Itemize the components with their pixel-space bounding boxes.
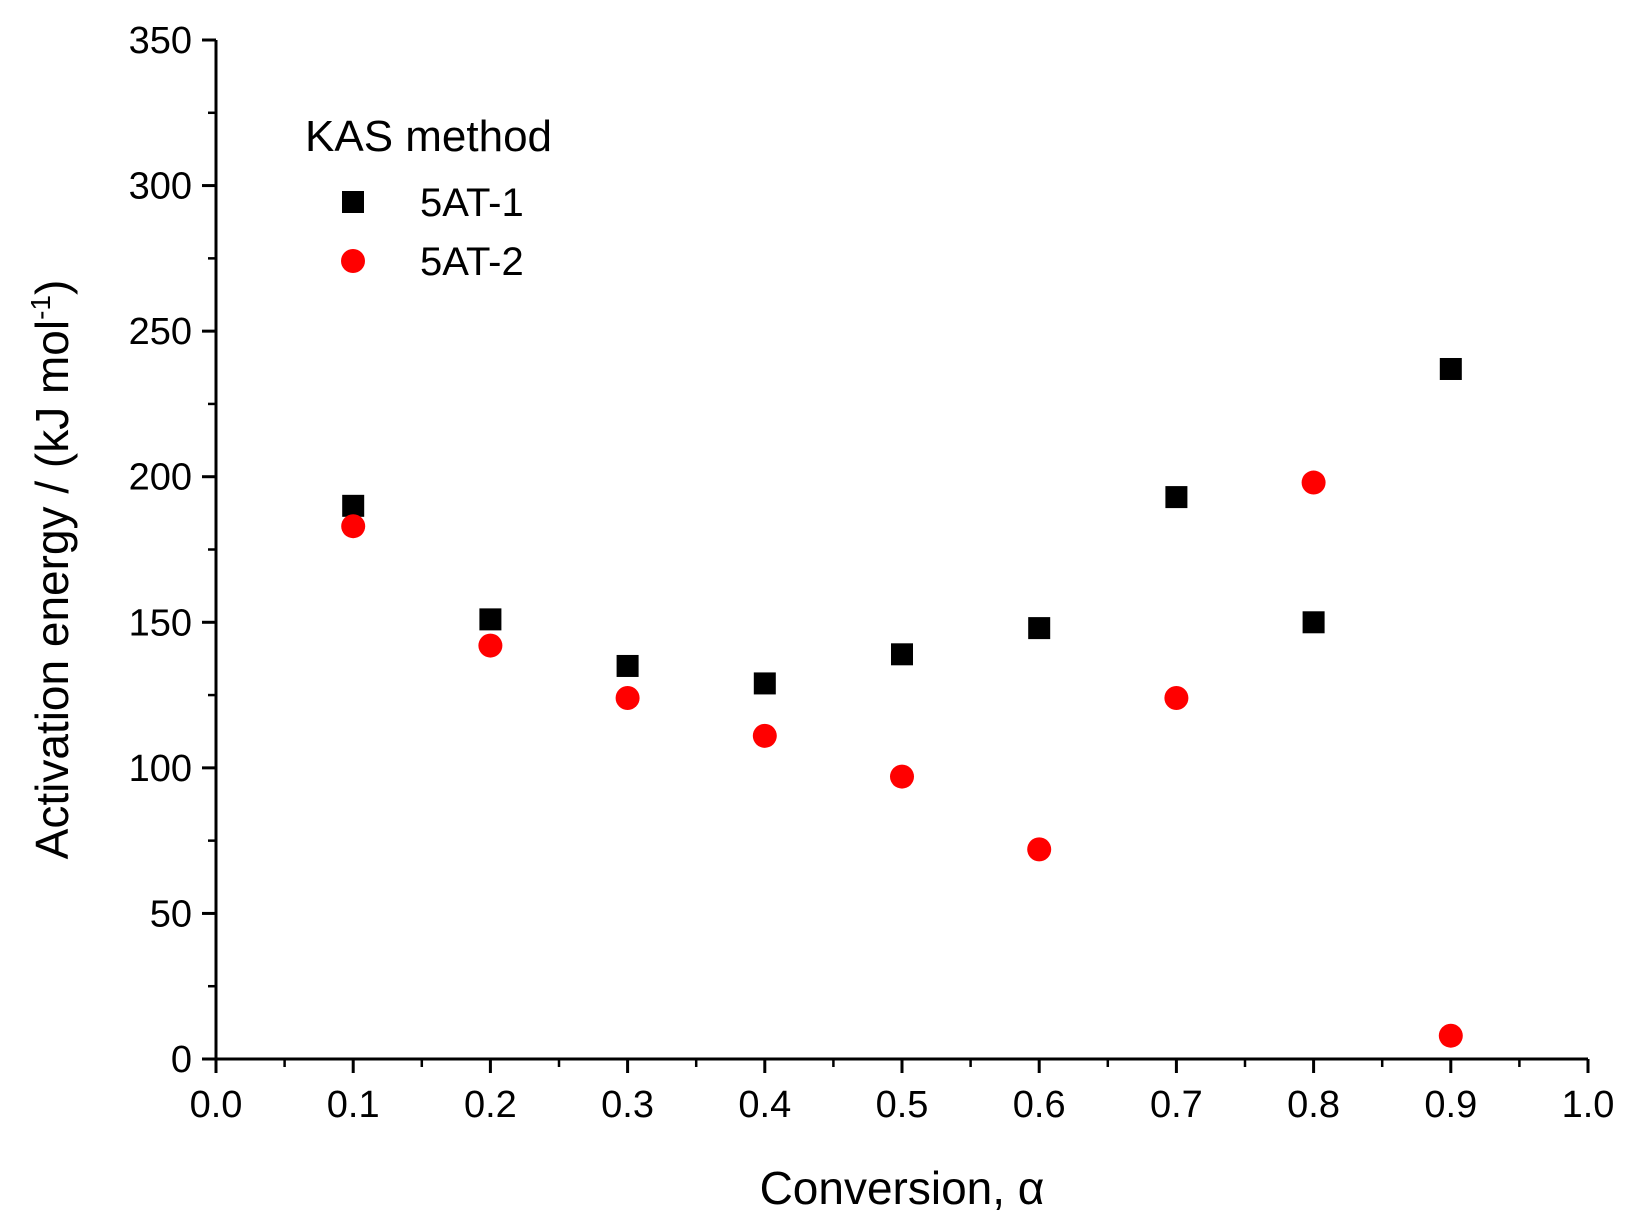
y-tick-label: 350 — [129, 20, 192, 62]
data-point-5at-2 — [1301, 470, 1326, 495]
data-point-5at-1 — [342, 494, 365, 517]
legend: KAS method 5AT-1 5AT-2 — [305, 112, 552, 284]
y-tick-label: 150 — [129, 602, 192, 644]
y-tick-label: 300 — [129, 166, 192, 208]
data-points — [341, 357, 1463, 1048]
x-tick-label: 0.9 — [1424, 1084, 1477, 1126]
y-tick-label: 50 — [150, 893, 192, 935]
data-point-5at-2 — [1164, 685, 1189, 710]
x-tick-label: 1.0 — [1562, 1084, 1615, 1126]
data-point-5at-1 — [1439, 357, 1462, 380]
x-tick-label: 0.8 — [1287, 1084, 1340, 1126]
data-point-5at-1 — [479, 608, 502, 631]
data-point-5at-2 — [341, 514, 366, 539]
data-point-5at-1 — [753, 672, 776, 695]
legend-title: KAS method — [305, 112, 552, 161]
data-point-5at-2 — [478, 633, 503, 658]
data-point-5at-2 — [1438, 1023, 1463, 1048]
x-tick-label: 0.0 — [190, 1084, 243, 1126]
x-tick-label: 0.3 — [601, 1084, 654, 1126]
legend-items: 5AT-1 5AT-2 — [341, 181, 524, 284]
y-tick-label: 100 — [129, 748, 192, 790]
y-tick-label: 200 — [129, 457, 192, 499]
x-axis-title: Conversion, α — [760, 1162, 1045, 1214]
y-tick-label: 250 — [129, 311, 192, 353]
x-tick-label: 0.6 — [1013, 1084, 1066, 1126]
y-axis-title-main: Activation energy / (kJ mol — [26, 320, 78, 859]
data-point-5at-2 — [752, 723, 777, 748]
data-point-5at-1 — [1165, 486, 1188, 509]
data-point-5at-2 — [890, 764, 914, 789]
y-tick-label: 0 — [171, 1039, 192, 1081]
x-tick-label: 0.5 — [876, 1084, 929, 1126]
ticks — [202, 38, 1590, 1073]
data-point-5at-1 — [616, 654, 639, 677]
data-point-5at-2 — [615, 685, 640, 710]
legend-marker-5at-1 — [342, 191, 364, 213]
x-tick-label: 0.4 — [738, 1084, 791, 1126]
data-point-5at-1 — [1302, 611, 1325, 634]
data-point-5at-1 — [891, 643, 913, 666]
y-axis-title: Activation energy / (kJ mol-1) — [25, 280, 78, 860]
data-point-5at-2 — [1027, 837, 1052, 862]
x-tick-label: 0.2 — [464, 1084, 517, 1126]
x-tick-label: 0.1 — [327, 1084, 380, 1126]
legend-marker-5at-2 — [341, 249, 365, 273]
x-tick-label: 0.7 — [1150, 1084, 1203, 1126]
y-axis-title-superscript: -1 — [25, 295, 56, 320]
tick-labels: 0.0 0.1 0.2 0.3 0.4 0.5 0.6 0.7 0.8 0.9 1.0 0 50 100 1… — [129, 20, 1615, 1126]
y-axis-title-close: ) — [26, 280, 78, 295]
legend-label-5at-2: 5AT-2 — [420, 240, 524, 284]
legend-label-5at-1: 5AT-1 — [420, 181, 524, 225]
data-point-5at-1 — [1028, 617, 1051, 640]
